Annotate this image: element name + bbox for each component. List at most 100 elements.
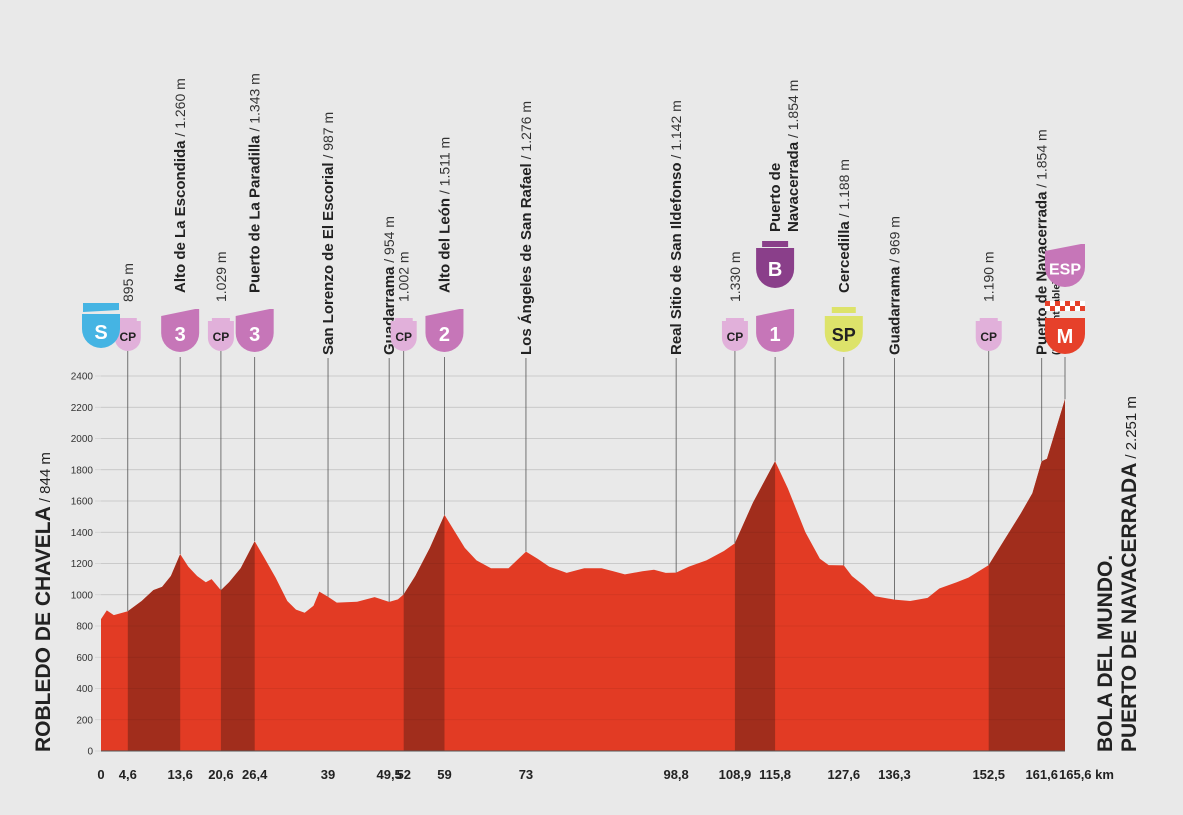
y-tick-label: 1200	[71, 559, 94, 570]
finish-location-line2: PUERTO DE NAVACERRADA / 2.251 m	[1118, 396, 1141, 752]
finish-location-line1: BOLA DEL MUNDO.	[1094, 555, 1117, 752]
esp-badge-shape	[1045, 251, 1085, 287]
waypoint-altitude: / 1.188 m	[836, 159, 852, 221]
waypoint-name: Puerto de Navacerrada	[1034, 191, 1051, 355]
y-tick-label: 800	[76, 622, 93, 633]
y-tick-label: 1600	[71, 497, 94, 508]
category-badge: 1	[756, 309, 795, 352]
sprint-badge-label: SP	[832, 325, 856, 345]
km-label: 152,5	[972, 767, 1005, 782]
waypoint-altitude: / 1.343 m	[247, 73, 263, 135]
start-location-name: ROBLEDO DE CHAVELA	[32, 506, 55, 752]
checker-square	[1050, 301, 1055, 306]
checker-square	[1080, 306, 1085, 311]
km-label: 4,6	[119, 767, 137, 782]
checker-square	[1055, 301, 1060, 306]
category-badge-shape	[425, 316, 464, 352]
waypoint-name: Alto del León	[436, 198, 453, 293]
waypoint-label: Navacerrada / 1.854 m	[785, 80, 802, 232]
start-badge: S	[82, 303, 120, 348]
checker-square	[1070, 301, 1075, 306]
checker-square	[1065, 301, 1070, 306]
category-badge-tab	[161, 309, 200, 316]
y-tick-label: 1000	[71, 590, 94, 601]
km-label: 136,3	[878, 767, 911, 782]
waypoint-altitude: / 1.854 m	[785, 80, 801, 142]
checker-square	[1075, 301, 1080, 306]
km-label: 49,5	[376, 767, 401, 782]
climb-section	[988, 399, 1065, 751]
checkpoint-badge-tab	[979, 318, 998, 322]
km-label: 127,6	[828, 767, 861, 782]
start-badge-shape	[82, 314, 120, 348]
waypoint-altitude: / 987 m	[320, 112, 336, 163]
km-label: 0	[97, 767, 104, 782]
category-badge: 3	[235, 309, 274, 352]
waypoint-altitude: 1.029 m	[213, 251, 229, 302]
checkpoint-badge-tab	[394, 318, 413, 322]
start-badge-tab	[83, 303, 119, 312]
start-location-label: ROBLEDO DE CHAVELA / 844 m	[32, 452, 55, 752]
waypoint-altitude: 895 m	[120, 263, 136, 302]
km-label: 26,4	[242, 767, 268, 782]
finish-location-name-1: BOLA DEL MUNDO.	[1094, 555, 1117, 752]
waypoint-altitude: / 1.260 m	[172, 78, 188, 140]
waypoint-name: Cercedilla	[836, 221, 853, 293]
waypoint-name: Navacerrada	[785, 141, 802, 232]
km-label: 115,8	[759, 767, 791, 782]
checkpoint-badge: CP	[207, 318, 234, 351]
y-tick-label: 400	[76, 684, 93, 695]
waypoint-name: Puerto de La Paradilla	[247, 135, 264, 293]
waypoint-name: Guadarrama	[886, 266, 903, 355]
checker-square	[1050, 306, 1055, 311]
y-tick-label: 2000	[71, 434, 94, 445]
y-tick-label: 1400	[71, 528, 94, 539]
waypoint-name: San Lorenzo de El Escorial	[320, 162, 337, 355]
checker-square	[1075, 306, 1080, 311]
y-tick-label: 2400	[71, 372, 94, 383]
checkpoint-badge-label: CP	[213, 330, 230, 344]
checker-square	[1065, 306, 1070, 311]
km-label: 52	[396, 767, 410, 782]
checker-square	[1060, 301, 1065, 306]
checkpoint-badge-tab	[725, 318, 744, 322]
waypoint-altitude: / 1.142 m	[668, 100, 684, 162]
bonus-badge-shape	[756, 248, 795, 288]
waypoint-label: 1.029 m	[213, 251, 229, 302]
checkpoint-badge-label: CP	[727, 330, 744, 344]
climb-section	[403, 514, 445, 751]
waypoint-name: Real Sitio de San Ildefonso	[668, 162, 685, 355]
checkpoint-badge-label: CP	[980, 330, 997, 344]
km-label: 108,9	[719, 767, 752, 782]
climb-section	[220, 541, 255, 751]
finish-badge: M	[1045, 301, 1085, 354]
km-label: 165,6 km	[1059, 767, 1114, 782]
start-location-altitude: / 844 m	[37, 452, 54, 502]
y-tick-label: 200	[76, 715, 93, 726]
checkpoint-badge-label: CP	[119, 330, 136, 344]
waypoint-label: 895 m	[120, 263, 136, 302]
km-label: 20,6	[208, 767, 233, 782]
checkpoint-badge-label: CP	[395, 330, 412, 344]
waypoint-label: 1.002 m	[396, 251, 412, 302]
bonus-badge: B	[756, 241, 795, 288]
esp-badge-label: ESP	[1049, 262, 1081, 279]
finish-location-name-2: PUERTO DE NAVACERRADA	[1118, 463, 1141, 752]
waypoint-name: Los Ángeles de San Rafael	[518, 163, 535, 355]
waypoint-altitude: 1.002 m	[396, 251, 412, 302]
waypoint-altitude: 1.190 m	[981, 251, 997, 302]
checker-square	[1045, 306, 1050, 311]
bonus-badge-label: B	[768, 259, 782, 281]
km-label: 98,8	[663, 767, 688, 782]
finish-badge-shape	[1045, 318, 1085, 354]
checkpoint-badge: CP	[390, 318, 417, 352]
checkpoint-badge-shape	[390, 321, 417, 352]
checkpoint-badge: CP	[114, 318, 141, 351]
waypoint-label: 1.190 m	[981, 251, 997, 302]
checker-square	[1055, 306, 1060, 311]
waypoint-altitude: / 969 m	[886, 216, 902, 267]
waypoint-name: Puerto de	[767, 163, 784, 232]
checkpoint-badge-shape	[975, 321, 1002, 352]
checkpoint-badge-shape	[207, 321, 234, 351]
